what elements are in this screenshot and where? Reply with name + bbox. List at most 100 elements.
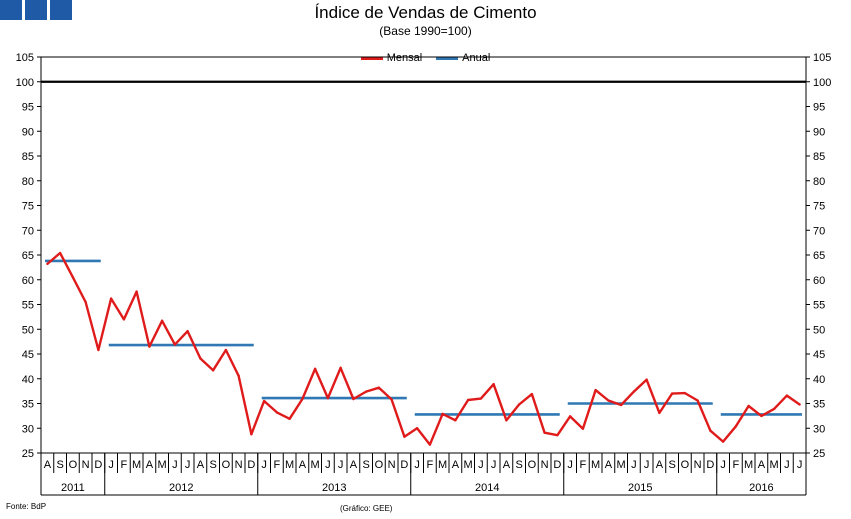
y-tick-label-right: 55: [813, 300, 825, 312]
legend-item-mensal: Mensal: [360, 52, 423, 64]
month-label: J: [185, 459, 191, 471]
mensal-point: [581, 427, 585, 430]
legend-swatch-anual: [436, 56, 459, 60]
y-tick-label-right: 90: [813, 126, 825, 138]
y-tick-label-left: 25: [22, 448, 34, 460]
mensal-point: [301, 397, 304, 401]
mensal-point: [160, 319, 164, 323]
month-label: N: [82, 459, 90, 471]
mensal-point: [785, 394, 789, 397]
month-label: J: [631, 459, 637, 471]
mensal-point: [696, 399, 699, 402]
plot-frame: [40, 56, 807, 454]
mensal-point: [390, 398, 393, 401]
y-tick-label-left: 55: [22, 300, 34, 312]
mensal-point: [734, 425, 738, 428]
mensal-point: [313, 367, 317, 371]
month-label: J: [414, 459, 420, 471]
month-label: A: [605, 459, 613, 471]
month-label: J: [491, 459, 497, 471]
month-label: N: [388, 459, 396, 471]
mensal-point: [173, 343, 177, 346]
mensal-point: [721, 440, 725, 443]
month-label: A: [44, 459, 52, 471]
mensal-point: [71, 276, 75, 279]
month-label: S: [668, 459, 675, 471]
y-tick-label-right: 80: [813, 176, 825, 188]
month-label: M: [158, 459, 167, 471]
mensal-point: [377, 386, 381, 389]
month-label: A: [299, 459, 307, 471]
mensal-point: [211, 369, 215, 372]
month-label: D: [553, 459, 561, 471]
mensal-point: [326, 396, 330, 400]
source-note: Fonte: BdP: [6, 502, 47, 511]
mensal-point: [364, 390, 368, 393]
month-label: F: [274, 459, 281, 471]
month-label: A: [503, 459, 511, 471]
mensal-point: [798, 403, 801, 406]
mensal-point: [619, 403, 623, 407]
mensal-point: [658, 411, 661, 415]
month-label: J: [108, 459, 114, 471]
mensal-point: [428, 443, 432, 446]
month-label: J: [478, 459, 484, 471]
y-tick-label-left: 75: [22, 201, 34, 213]
month-label: J: [325, 459, 331, 471]
month-label: M: [617, 459, 626, 471]
chart-title: Índice de Vendas de Cimento: [314, 3, 537, 22]
month-label: M: [132, 459, 141, 471]
mensal-point: [772, 407, 776, 411]
y-tick-label-right: 70: [813, 225, 825, 237]
mensal-point: [135, 290, 138, 293]
mensal-point: [709, 429, 712, 432]
y-tick-label-left: 65: [22, 250, 34, 262]
month-label: D: [400, 459, 408, 471]
mensal-point: [339, 366, 342, 370]
y-tick-label-left: 35: [22, 399, 34, 411]
month-label: S: [362, 459, 369, 471]
y-tick-label-left: 85: [22, 151, 34, 163]
mensal-point: [543, 431, 546, 434]
year-label: 2015: [628, 482, 652, 494]
month-label: M: [744, 459, 753, 471]
month-label: O: [375, 459, 384, 471]
month-label: J: [261, 459, 267, 471]
logo-square-1: [0, 0, 22, 20]
month-label: A: [350, 459, 358, 471]
month-label: M: [285, 459, 294, 471]
month-label: A: [146, 459, 154, 471]
month-label: J: [797, 459, 803, 471]
mensal-point: [760, 414, 763, 418]
month-label: J: [784, 459, 790, 471]
month-label: F: [580, 459, 587, 471]
mensal-point: [84, 300, 87, 304]
mensal-point: [46, 262, 49, 266]
mensal-point: [594, 388, 597, 392]
month-label: N: [235, 459, 243, 471]
month-label: N: [541, 459, 549, 471]
y-tick-label-right: 65: [813, 250, 825, 262]
year-label: 2016: [749, 482, 773, 494]
legend: Mensal Anual: [0, 52, 851, 64]
mensal-point: [568, 415, 572, 418]
legend-label-mensal: Mensal: [386, 52, 423, 64]
month-label: A: [197, 459, 205, 471]
mensal-point: [607, 399, 610, 402]
month-label: O: [222, 459, 231, 471]
month-label: A: [452, 459, 460, 471]
legend-item-anual: Anual: [436, 52, 490, 64]
month-label: N: [694, 459, 702, 471]
month-label: J: [644, 459, 650, 471]
mensal-point: [415, 427, 419, 430]
mensal-point: [275, 411, 279, 414]
legend-label-anual: Anual: [462, 52, 491, 64]
y-tick-label-left: 105: [16, 52, 34, 64]
y-tick-label-right: 100: [813, 77, 831, 89]
mensal-point: [58, 251, 62, 255]
year-label: 2013: [322, 482, 346, 494]
y-tick-label-right: 75: [813, 201, 825, 213]
month-label: S: [56, 459, 63, 471]
y-tick-label-left: 100: [16, 77, 34, 89]
